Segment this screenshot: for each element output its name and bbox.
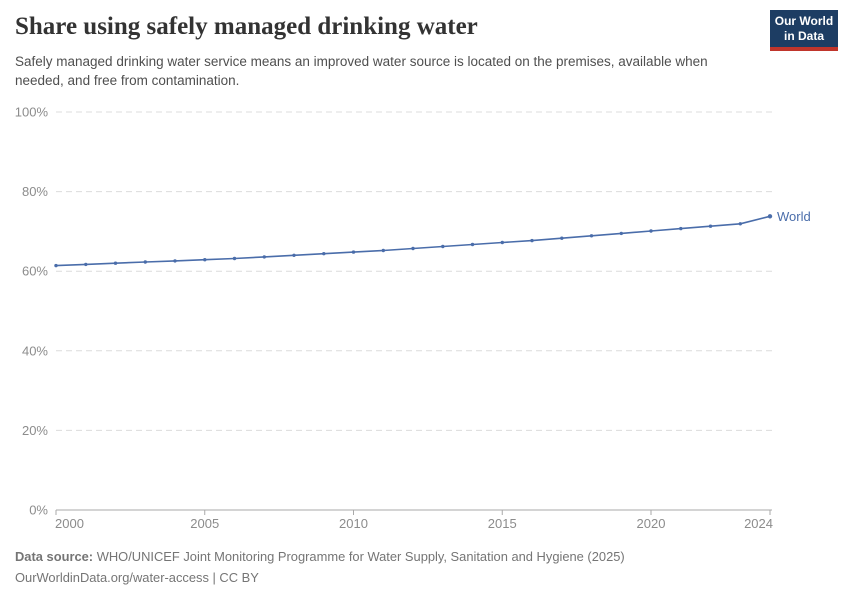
series-label-world: World xyxy=(777,209,811,224)
x-axis-tick-label: 2020 xyxy=(637,516,666,531)
y-axis-tick-label: 20% xyxy=(22,423,48,438)
data-point xyxy=(619,231,623,236)
chart-footer: Data source: WHO/UNICEF Joint Monitoring… xyxy=(15,546,815,588)
owid-logo-line1: Our World xyxy=(774,14,834,28)
footer-datasource-label: Data source: xyxy=(15,549,94,564)
data-point xyxy=(470,242,475,247)
data-point xyxy=(113,261,118,265)
data-point xyxy=(292,253,296,257)
data-point xyxy=(441,244,445,249)
y-axis-tick-label: 60% xyxy=(22,264,48,279)
data-point xyxy=(500,240,504,245)
data-point xyxy=(411,246,415,251)
page-subtitle: Safely managed drinking water service me… xyxy=(15,54,708,88)
page-title: Share using safely managed drinking wate… xyxy=(15,13,478,40)
x-axis-tick-label: 2000 xyxy=(55,516,84,531)
data-point xyxy=(589,234,594,238)
data-point xyxy=(649,229,653,233)
data-point xyxy=(679,226,683,231)
data-point xyxy=(322,252,326,256)
world-series-line xyxy=(55,215,771,267)
y-axis-tick-label: 80% xyxy=(22,184,48,199)
data-point xyxy=(738,222,742,226)
footer-datasource-text: WHO/UNICEF Joint Monitoring Programme fo… xyxy=(96,549,625,564)
x-axis-tick-label: 2024 xyxy=(744,516,773,531)
data-point xyxy=(767,214,773,219)
data-point xyxy=(203,258,207,262)
owid-logo-line2: in Data xyxy=(783,29,824,43)
data-point xyxy=(262,255,266,259)
data-point xyxy=(351,250,356,254)
y-axis-tick-label: 0% xyxy=(29,503,48,518)
data-point xyxy=(232,256,237,261)
data-point xyxy=(84,262,88,267)
x-axis-tick-label: 2005 xyxy=(190,516,219,531)
footer-citation: OurWorldinData.org/water-access | CC BY xyxy=(15,570,259,585)
data-point xyxy=(708,224,713,228)
data-point xyxy=(54,263,58,268)
y-axis-tick-label: 40% xyxy=(22,343,48,358)
data-point xyxy=(560,236,564,240)
data-point xyxy=(530,238,534,243)
footer-datasource: Data source: WHO/UNICEF Joint Monitoring… xyxy=(15,546,815,567)
owid-logo: Our World in Data xyxy=(770,10,838,51)
y-axis-tick-label: 100% xyxy=(15,105,49,120)
data-point xyxy=(381,248,385,253)
data-point xyxy=(173,259,177,263)
x-axis-tick-label: 2010 xyxy=(339,516,368,531)
data-point xyxy=(143,260,147,264)
x-axis-tick-label: 2015 xyxy=(488,516,517,531)
